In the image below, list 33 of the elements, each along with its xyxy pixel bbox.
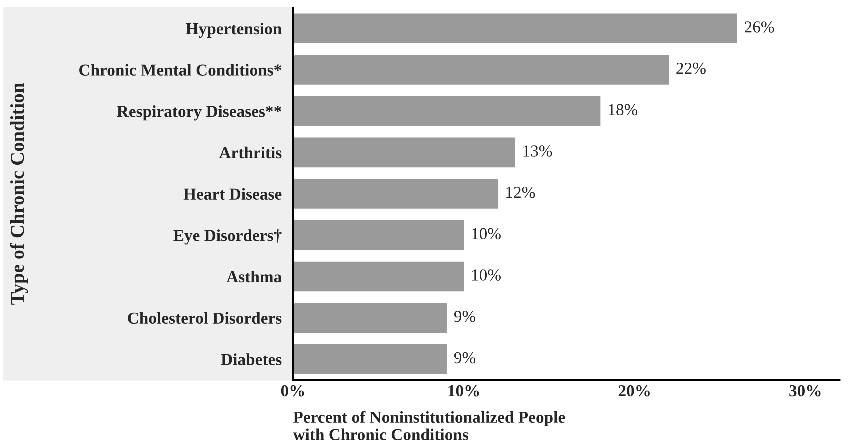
y-tick-label: Cholesterol Disorders [128, 312, 282, 324]
x-tick-label: 20% [618, 385, 650, 397]
y-tick-label: Diabetes [221, 354, 282, 366]
bar [293, 96, 601, 126]
bar [293, 220, 464, 250]
x-tick-label: 0% [281, 385, 304, 397]
y-tick-label: Asthma [226, 270, 282, 283]
data-label: 26% [745, 22, 774, 33]
bar [293, 344, 447, 374]
data-label: 10% [472, 228, 501, 240]
bar [293, 179, 498, 209]
data-label: 10% [472, 270, 501, 281]
x-axis-title: Percent of Noninstitutionalized People with Chronic Conditions [293, 411, 566, 441]
data-label: 12% [506, 186, 536, 198]
bar [293, 14, 738, 44]
x-tick-label: 10% [448, 385, 480, 397]
bar [293, 55, 670, 85]
data-label: 22% [676, 62, 706, 74]
y-tick-label: Respiratory Diseases** [117, 106, 282, 121]
data-label: 18% [609, 104, 638, 116]
x-tick-label: 30% [790, 385, 821, 397]
bar [293, 138, 516, 168]
y-tick-label: Heart Disease [184, 188, 282, 200]
bar [293, 303, 447, 333]
y-tick-label: Arthritis [219, 146, 282, 159]
y-tick-label: Chronic Mental Conditions* [80, 64, 282, 76]
y-tick-label: Eye Disorders† [174, 230, 282, 245]
data-label: 13% [524, 146, 552, 157]
data-label: 9% [454, 352, 476, 364]
y-axis-title: Type of Chronic Condition [10, 83, 28, 305]
y-tick-label: Hypertension [186, 22, 282, 38]
bar [293, 262, 464, 292]
data-label: 9% [454, 311, 476, 322]
